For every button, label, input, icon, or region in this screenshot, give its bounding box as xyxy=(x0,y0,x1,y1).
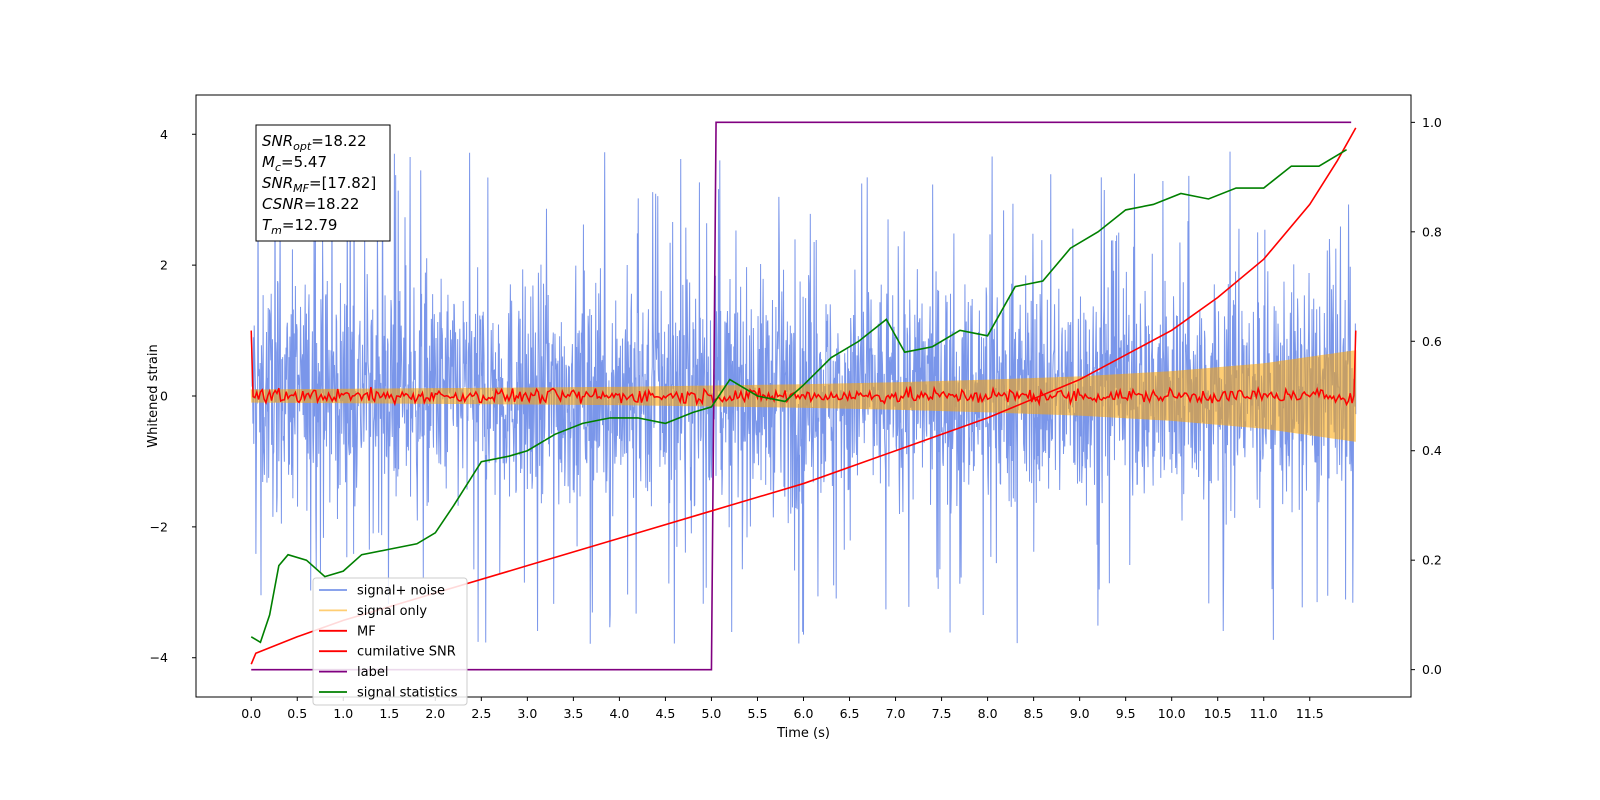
x-tick-label: 6.0 xyxy=(794,706,814,721)
legend-label: cumilative SNR xyxy=(357,645,456,660)
y-tick-label-right: 0.4 xyxy=(1422,443,1442,458)
x-tick-label: 3.0 xyxy=(517,706,537,721)
x-tick-label: 9.0 xyxy=(1070,706,1090,721)
x-tick-label: 4.5 xyxy=(655,706,675,721)
x-tick-label: 5.0 xyxy=(702,706,722,721)
x-tick-label: 9.5 xyxy=(1116,706,1136,721)
legend-label: signal statistics xyxy=(357,686,458,701)
x-tick-label: 11.5 xyxy=(1296,706,1324,721)
legend-frame xyxy=(312,577,468,706)
x-tick-label: 2.5 xyxy=(471,706,491,721)
x-tick-label: 3.5 xyxy=(563,706,583,721)
x-tick-label: 10.5 xyxy=(1204,706,1232,721)
legend: signal+ noise signal only MF cumilative SNR… xyxy=(312,577,468,706)
stats-box-frame xyxy=(255,124,391,242)
x-tick-label: 10.0 xyxy=(1158,706,1186,721)
x-tick-label: 1.5 xyxy=(379,706,399,721)
series-signal-noise-line xyxy=(250,148,1357,644)
x-tick-label: 0.5 xyxy=(287,706,307,721)
x-tick-label: 0.0 xyxy=(241,706,261,721)
x-tick-label: 5.5 xyxy=(748,706,768,721)
y-tick-label-left: −2 xyxy=(150,519,168,534)
stats-box-line: Mc=5.47 xyxy=(262,153,327,174)
y-tick-label-right: 0.2 xyxy=(1422,553,1442,568)
stats-box-line: CSNR=18.22 xyxy=(262,195,359,213)
x-tick-label: 11.0 xyxy=(1250,706,1278,721)
ticks: 0.0 0.5 1.0 1.5 2.0 2.5 3.0 3.5 4.0 4.5 5.0 5.5 6.0 6… xyxy=(150,115,1442,721)
y-tick-label-left: −4 xyxy=(150,650,168,665)
x-axis-label: Time (s) xyxy=(776,726,830,741)
legend-label: label xyxy=(357,665,388,680)
x-tick-label: 7.5 xyxy=(932,706,952,721)
stats-box-line: Tm=12.79 xyxy=(262,216,337,237)
legend-label: signal only xyxy=(357,604,427,619)
legend-label: signal+ noise xyxy=(357,584,445,599)
legend-label: MF xyxy=(357,624,376,639)
y-tick-label-left: 4 xyxy=(160,127,168,142)
y-tick-label-left: 0 xyxy=(160,389,168,404)
y-tick-label-right: 0.0 xyxy=(1422,662,1442,677)
x-tick-label: 2.0 xyxy=(425,706,445,721)
x-tick-label: 8.0 xyxy=(978,706,998,721)
stats-box-line: SNRopt=18.22 xyxy=(262,132,367,153)
y-axis-label: Whitened strain xyxy=(146,344,161,447)
x-tick-label: 8.5 xyxy=(1024,706,1044,721)
series-label-line xyxy=(251,121,1352,671)
x-tick-label: 7.0 xyxy=(886,706,906,721)
y-tick-label-right: 1.0 xyxy=(1422,115,1442,130)
stats-box: SNRopt=18.22Mc=5.47SNRMF=[17.82]CSNR=18.… xyxy=(255,124,391,242)
y-tick-label-left: 2 xyxy=(160,258,168,273)
stats-box-line: SNRMF=[17.82] xyxy=(262,174,376,195)
x-tick-label: 1.0 xyxy=(333,706,353,721)
y-tick-label-right: 0.6 xyxy=(1422,334,1442,349)
y-tick-label-right: 0.8 xyxy=(1422,224,1442,239)
series-signal-statistics-line xyxy=(250,149,1347,644)
x-tick-label: 4.0 xyxy=(609,706,629,721)
series-mf-line xyxy=(250,330,1357,407)
x-tick-label: 6.5 xyxy=(840,706,860,721)
